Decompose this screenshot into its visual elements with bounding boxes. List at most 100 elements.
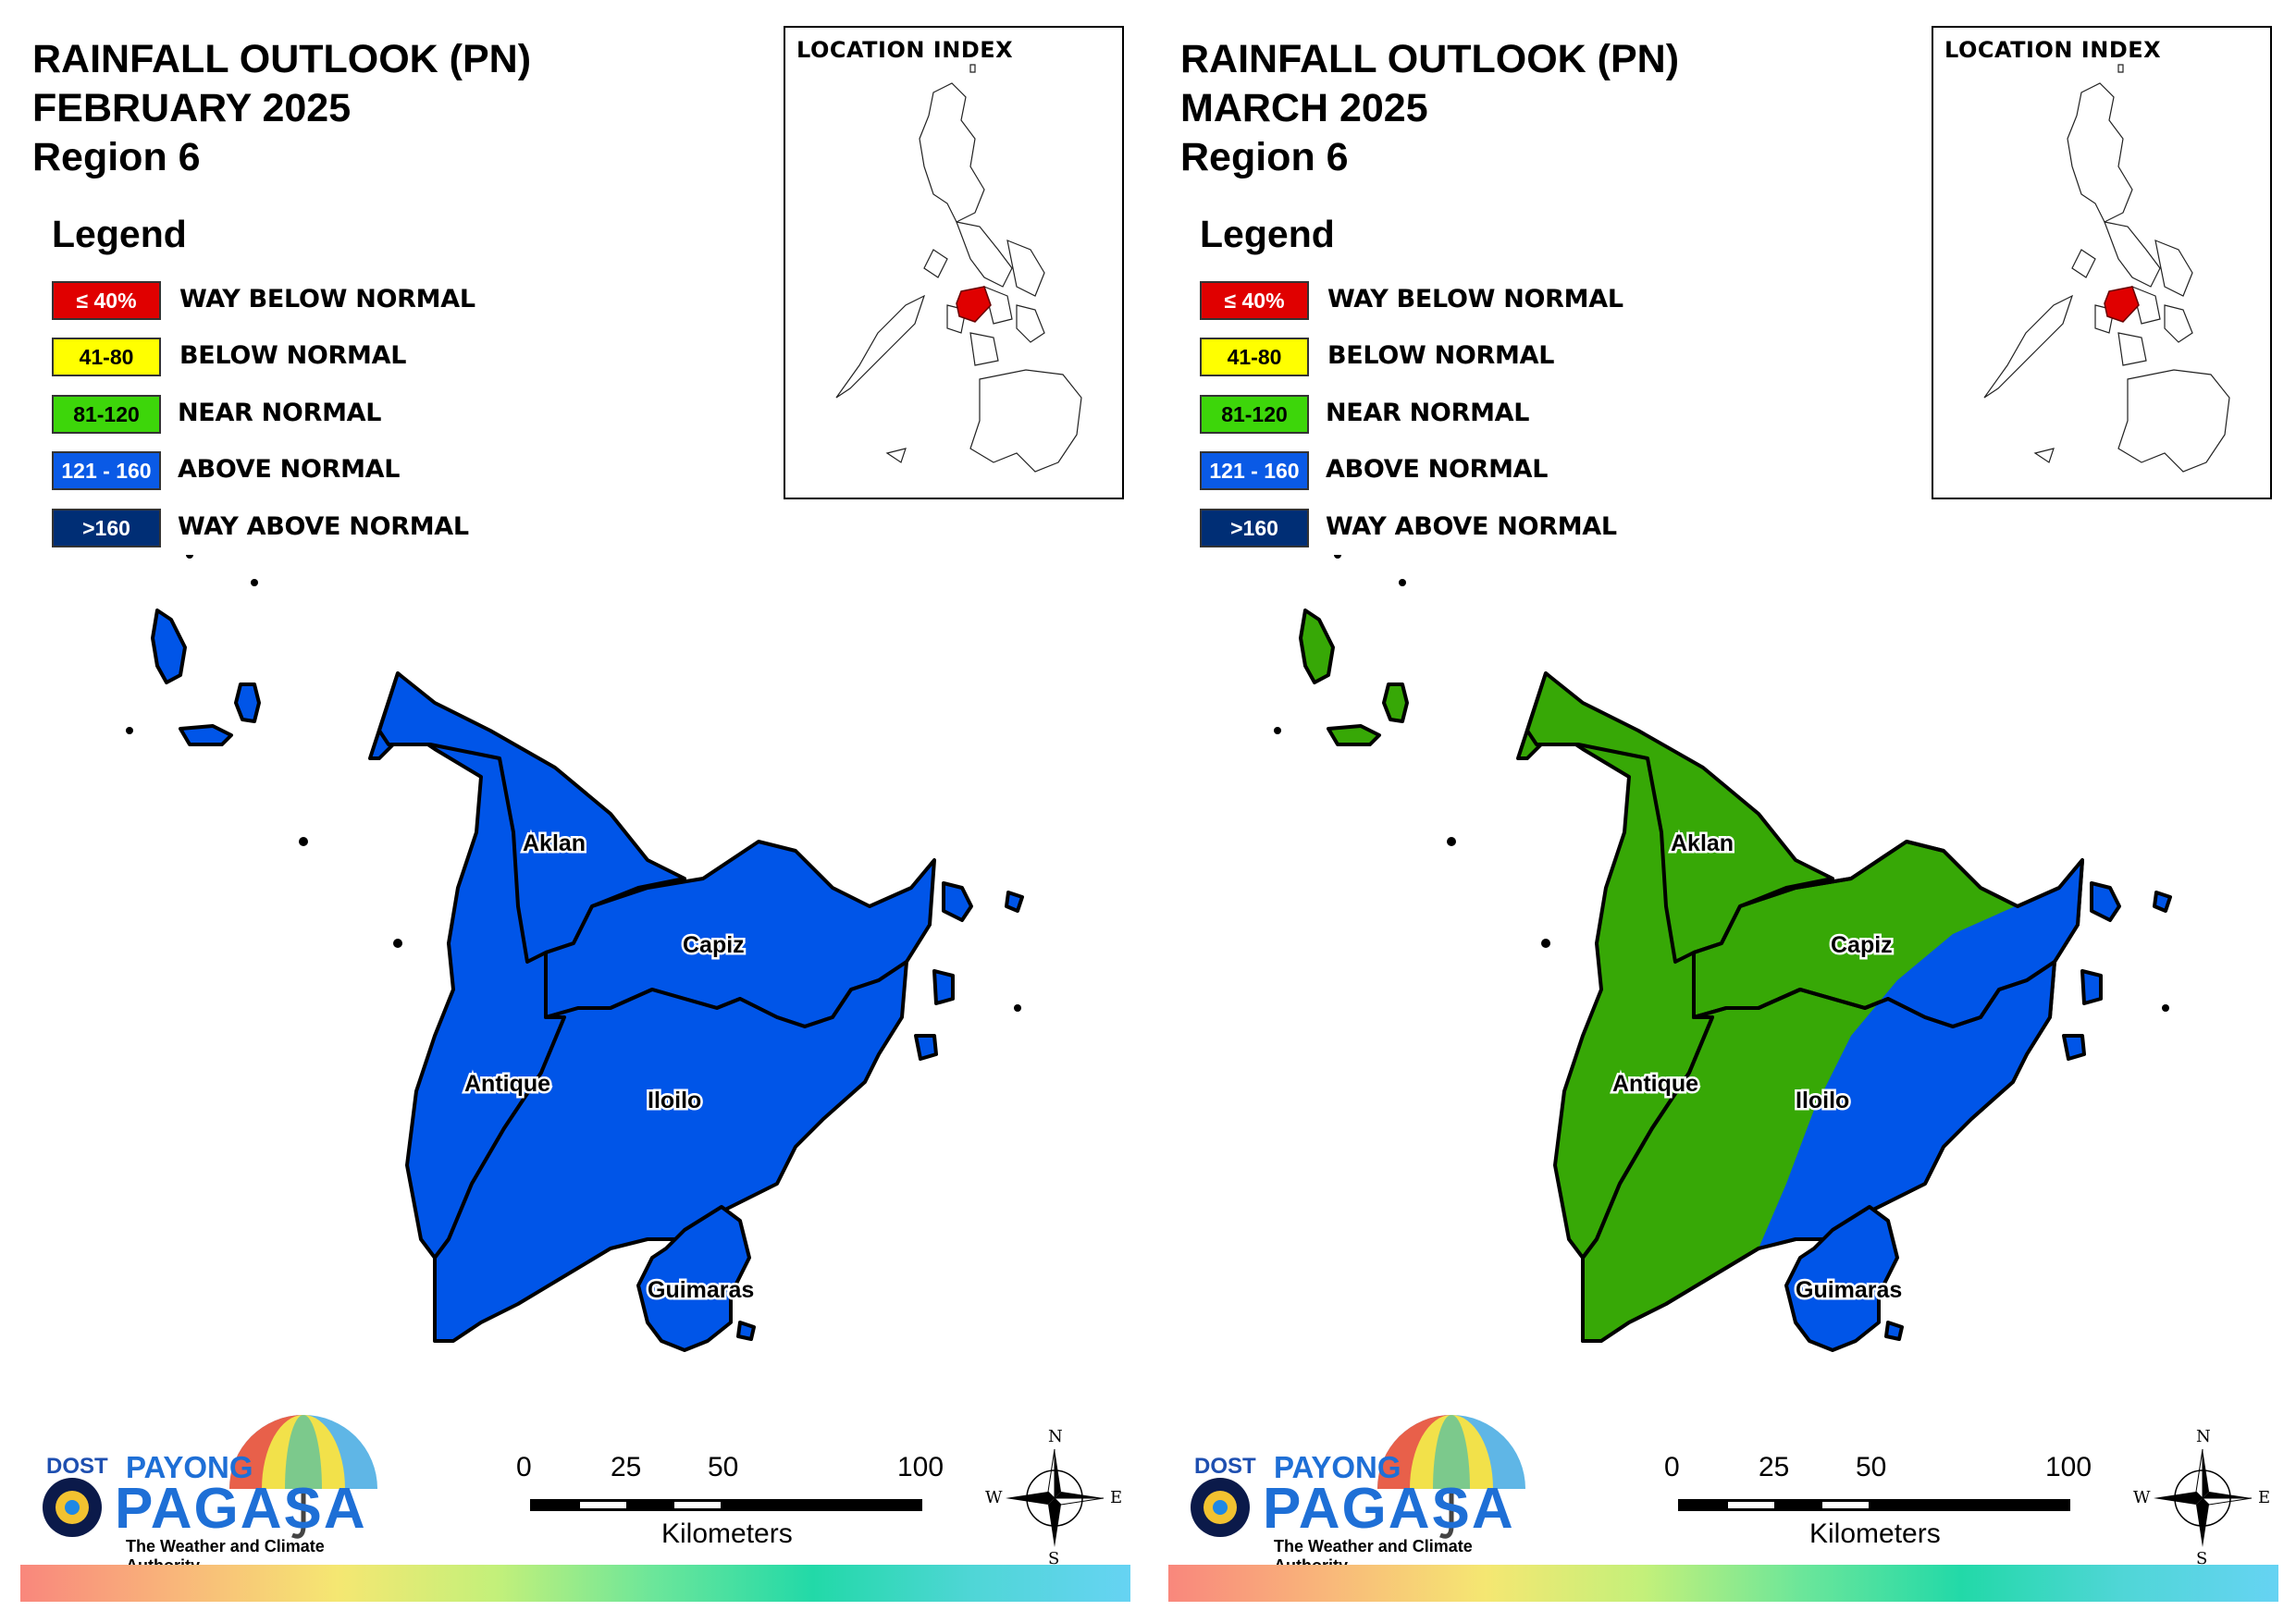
legend-label: ABOVE NORMAL bbox=[178, 455, 401, 484]
title-line-3: Region 6 bbox=[1180, 135, 1349, 179]
island bbox=[2090, 881, 2121, 922]
legend-label: WAY ABOVE NORMAL bbox=[1326, 512, 1617, 541]
panel-march: RAINFALL OUTLOOK (PN) MARCH 2025 Region … bbox=[1148, 0, 2296, 1623]
legend-item-near: 81-120 NEAR NORMAL bbox=[1200, 395, 1755, 436]
legend-swatch: 81-120 bbox=[52, 395, 161, 434]
legend-item-above: 121 - 160 ABOVE NORMAL bbox=[1200, 451, 1755, 492]
scale-tick: 100 bbox=[897, 1452, 944, 1482]
legend-item-way-below: ≤ 40% WAY BELOW NORMAL bbox=[52, 281, 607, 322]
island bbox=[1884, 1321, 1904, 1341]
legend-title: Legend bbox=[1200, 213, 1335, 255]
island bbox=[151, 609, 187, 684]
pagasa-logo: DOST PAYONG PAGASA The Weather and Clima… bbox=[35, 1387, 387, 1575]
island bbox=[179, 724, 233, 746]
logo-pagasa: PAGASA bbox=[1263, 1477, 1515, 1541]
label-aklan: Aklan bbox=[1671, 830, 1734, 856]
legend-item-near: 81-120 NEAR NORMAL bbox=[52, 395, 607, 436]
island bbox=[914, 1034, 938, 1061]
legend-label: ABOVE NORMAL bbox=[1326, 455, 1549, 484]
title-line-1: RAINFALL OUTLOOK (PN) bbox=[1180, 37, 1680, 81]
compass-n: N bbox=[1048, 1427, 1063, 1446]
scale-bar: 0 25 50 100 Kilometers bbox=[516, 1452, 944, 1563]
legend-item-way-below: ≤ 40% WAY BELOW NORMAL bbox=[1200, 281, 1755, 322]
scale-bar: 0 25 50 100 Kilometers bbox=[1664, 1452, 2092, 1563]
north-arrow-icon: N S W E bbox=[2133, 1427, 2270, 1568]
legend-item-way-above: >160 WAY ABOVE NORMAL bbox=[52, 509, 607, 549]
guimaras-province bbox=[636, 1205, 751, 1352]
philippines-index-map bbox=[1983, 64, 2230, 473]
compass-s: S bbox=[1048, 1549, 1060, 1568]
map-title: RAINFALL OUTLOOK (PN) FEBRUARY 2025 Regi… bbox=[32, 35, 531, 182]
compass-w: W bbox=[2133, 1488, 2151, 1507]
compass-e: E bbox=[2258, 1488, 2271, 1507]
scale-tick: 100 bbox=[2045, 1452, 2092, 1482]
location-index-title: LOCATION INDEX bbox=[796, 37, 1014, 63]
logo-dost: DOST bbox=[1194, 1454, 1256, 1479]
island bbox=[1005, 891, 1024, 913]
scale-tick: 50 bbox=[708, 1452, 739, 1482]
legend-swatch: 121 - 160 bbox=[52, 451, 161, 490]
logo-payong: PAYONG bbox=[1274, 1450, 1401, 1484]
legend-swatch: 81-120 bbox=[1200, 395, 1309, 434]
compass-w: W bbox=[985, 1488, 1003, 1507]
legend-label: NEAR NORMAL bbox=[178, 399, 382, 427]
island bbox=[942, 881, 973, 922]
guimaras-province bbox=[1784, 1205, 1899, 1352]
label-antique: Antique bbox=[1612, 1071, 1698, 1097]
location-index-box: LOCATION INDEX bbox=[1932, 26, 2272, 499]
label-guimaras: Guimaras bbox=[1796, 1277, 1902, 1303]
label-capiz: Capiz bbox=[683, 932, 745, 958]
philippines-index-map bbox=[835, 64, 1082, 473]
scale-tick: 25 bbox=[1759, 1452, 1790, 1482]
panel-february: RAINFALL OUTLOOK (PN) FEBRUARY 2025 Regi… bbox=[20, 26, 1130, 1602]
iloilo-province bbox=[433, 960, 908, 1343]
legend-item-above: 121 - 160 ABOVE NORMAL bbox=[52, 451, 607, 492]
logo-pagasa: PAGASA bbox=[115, 1477, 367, 1541]
legend-swatch: 121 - 160 bbox=[1200, 451, 1309, 490]
region-6-map: Aklan Capiz Antique Iloilo Guimaras bbox=[1274, 555, 2172, 1352]
label-iloilo: Iloilo bbox=[1796, 1088, 1849, 1113]
scale-unit: Kilometers bbox=[661, 1518, 793, 1549]
legend-label: WAY BELOW NORMAL bbox=[179, 285, 475, 314]
legend-item-below: 41-80 BELOW NORMAL bbox=[1200, 338, 1755, 378]
legend-label: WAY ABOVE NORMAL bbox=[178, 512, 469, 541]
island bbox=[2080, 969, 2103, 1005]
island bbox=[2153, 891, 2172, 913]
legend-label: BELOW NORMAL bbox=[1327, 341, 1555, 370]
label-guimaras: Guimaras bbox=[648, 1277, 754, 1303]
island bbox=[2062, 1034, 2086, 1061]
compass-n: N bbox=[2196, 1427, 2211, 1446]
label-iloilo: Iloilo bbox=[648, 1088, 701, 1113]
legend-label: WAY BELOW NORMAL bbox=[1327, 285, 1623, 314]
location-index-title: LOCATION INDEX bbox=[1944, 37, 2162, 63]
island bbox=[1327, 724, 1381, 746]
island bbox=[1299, 609, 1335, 684]
label-antique: Antique bbox=[464, 1071, 550, 1097]
legend-swatch: 41-80 bbox=[52, 338, 161, 376]
label-capiz: Capiz bbox=[1831, 932, 1893, 958]
compass-s: S bbox=[2196, 1549, 2208, 1568]
legend-swatch: >160 bbox=[1200, 509, 1309, 547]
title-line-1: RAINFALL OUTLOOK (PN) bbox=[32, 37, 532, 81]
legend-title: Legend bbox=[52, 213, 187, 255]
island bbox=[1382, 682, 1409, 723]
title-line-2: MARCH 2025 bbox=[1180, 86, 1428, 130]
legend-item-below: 41-80 BELOW NORMAL bbox=[52, 338, 607, 378]
island bbox=[234, 682, 261, 723]
title-line-3: Region 6 bbox=[32, 135, 201, 179]
legend-label: NEAR NORMAL bbox=[1326, 399, 1530, 427]
logo-dost: DOST bbox=[46, 1454, 108, 1479]
pagasa-logo: DOST PAYONG PAGASA The Weather and Clima… bbox=[1183, 1387, 1535, 1575]
region-6-map: Aklan Capiz Antique Iloilo Guimaras bbox=[126, 555, 1024, 1352]
legend-swatch: 41-80 bbox=[1200, 338, 1309, 376]
scale-tick: 50 bbox=[1856, 1452, 1887, 1482]
legend-item-way-above: >160 WAY ABOVE NORMAL bbox=[1200, 509, 1755, 549]
footer-gradient bbox=[20, 1565, 1130, 1602]
island bbox=[932, 969, 955, 1005]
region-6-highlight bbox=[956, 286, 992, 323]
legend-swatch: >160 bbox=[52, 509, 161, 547]
location-index-box: LOCATION INDEX bbox=[784, 26, 1124, 499]
title-line-2: FEBRUARY 2025 bbox=[32, 86, 352, 130]
north-arrow-icon: N S W E bbox=[985, 1427, 1122, 1568]
scale-tick: 0 bbox=[516, 1452, 532, 1482]
